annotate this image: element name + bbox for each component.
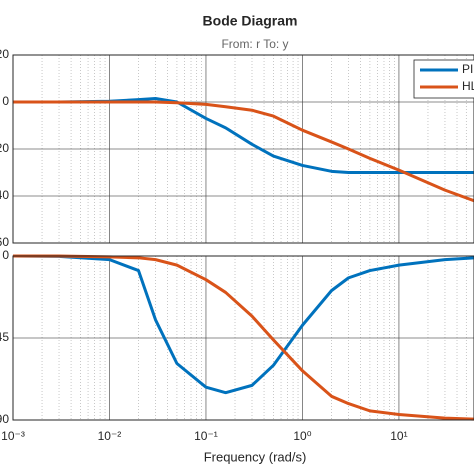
y-tick-label: -20 [0,141,9,155]
chart-subtitle: From: r To: y [221,37,288,51]
axes-frame [12,54,474,244]
y-tick-label: 0 [2,248,9,262]
x-tick-label: 10⁻³ [1,429,25,443]
series-line [12,254,474,395]
x-tick-label: 10¹ [390,429,407,443]
y-tick-label: -60 [0,235,9,249]
x-axis-label: Frequency (rad/s) [204,449,307,464]
series-line [13,254,474,421]
y-tick-label: -40 [0,188,9,202]
x-tick-label: 10⁻¹ [194,429,218,443]
series-line [13,100,474,203]
y-tick-label: -90 [0,412,9,426]
legend-box [413,59,474,99]
legend-label: HL [462,79,474,93]
x-tick-label: 10⁰ [293,429,311,443]
y-tick-label: 0 [2,94,9,108]
axes-frame [12,255,474,421]
x-tick-label: 10⁻² [98,429,122,443]
y-tick-label: 20 [0,47,9,61]
y-tick-label: -45 [0,330,9,344]
legend-label: PI [462,62,473,76]
series-line [13,96,474,174]
chart-title: Bode Diagram [203,13,298,29]
